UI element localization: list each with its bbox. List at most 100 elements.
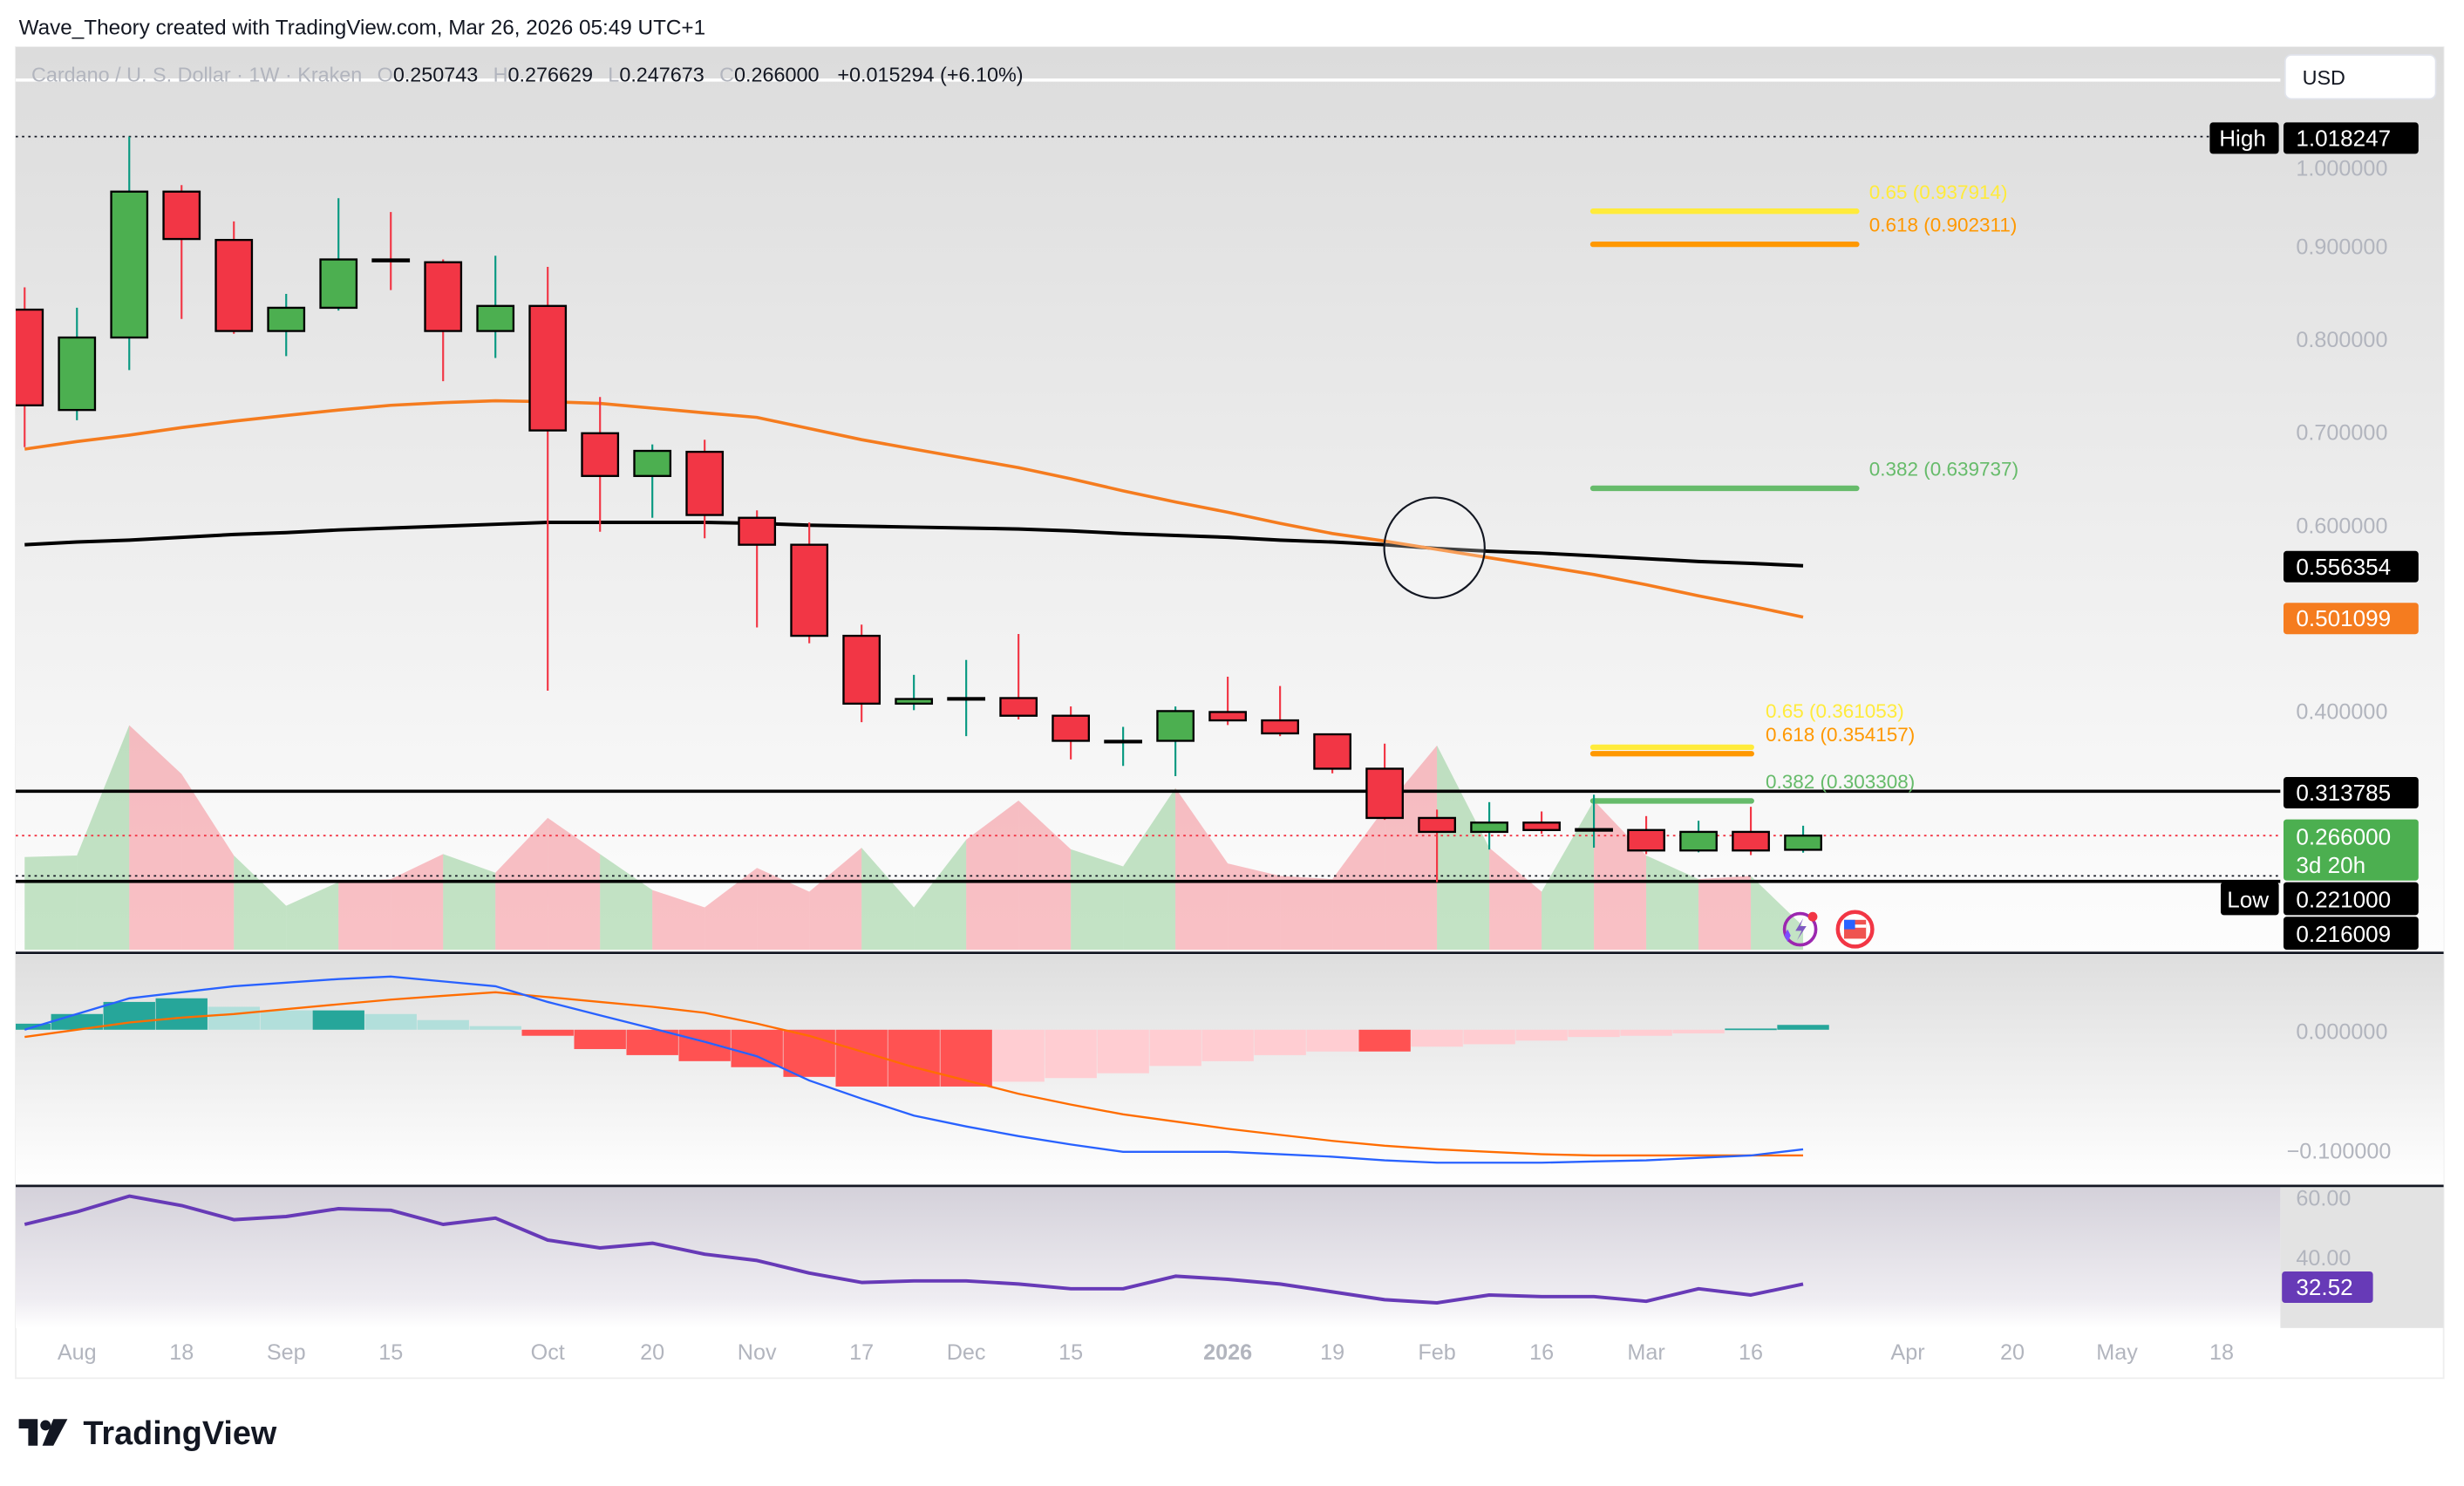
candle[interactable] xyxy=(58,307,97,420)
candle[interactable] xyxy=(581,397,620,532)
time-axis-label: 18 xyxy=(2209,1340,2234,1365)
trend-area-segment xyxy=(1698,876,1752,950)
candle-body xyxy=(528,304,568,432)
macd-histogram-bar xyxy=(1725,1028,1777,1031)
candle[interactable] xyxy=(1470,801,1508,850)
price-axis[interactable]: 1.000000 0.900000 0.800000 0.700000 0.600000… xyxy=(2296,157,2387,725)
candle-body xyxy=(1470,821,1508,834)
time-axis-label: 15 xyxy=(1058,1340,1083,1365)
macd-axis-tick: −0.100000 xyxy=(2287,1139,2392,1163)
candle[interactable] xyxy=(1104,726,1143,767)
candle[interactable] xyxy=(738,510,777,628)
time-axis-label: May xyxy=(2096,1340,2138,1365)
candle[interactable] xyxy=(1679,821,1718,853)
candle[interactable] xyxy=(1365,743,1404,821)
trend-area-segment xyxy=(1332,808,1385,950)
time-axis-label: 20 xyxy=(2000,1340,2025,1365)
candle[interactable] xyxy=(895,674,934,711)
time-axis-label: Apr xyxy=(1890,1340,1924,1365)
time-axis[interactable]: Aug 18 Sep 15 Oct 20 Nov 17 Dec 15 2026 19 Feb 16 Mar 1… xyxy=(58,1340,2234,1365)
us-flag-event-icon[interactable] xyxy=(1835,910,1875,949)
candle[interactable] xyxy=(1313,733,1351,774)
time-axis-label: Aug xyxy=(58,1340,97,1365)
candle[interactable] xyxy=(1732,807,1770,855)
trend-area-segment xyxy=(548,817,601,950)
main-pane[interactable] xyxy=(16,46,2444,953)
candle[interactable] xyxy=(1784,825,1822,853)
fib-level-label: 0.618 (0.354157) xyxy=(1766,724,1915,746)
candle-body xyxy=(633,449,672,477)
candle-body xyxy=(371,258,411,262)
fib-level-label: 0.65 (0.937914) xyxy=(1869,181,2008,203)
candle[interactable] xyxy=(1156,706,1195,776)
trend-area-segment xyxy=(652,890,705,950)
candle[interactable] xyxy=(214,221,254,334)
price-axis-tick: 1.000000 xyxy=(2296,157,2387,181)
candle[interactable] xyxy=(267,293,306,357)
candle[interactable] xyxy=(424,259,463,382)
candle[interactable] xyxy=(476,256,515,358)
low-label: L xyxy=(608,64,619,86)
time-axis-label: Oct xyxy=(531,1340,565,1365)
price-axis-tick: 0.900000 xyxy=(2296,235,2387,260)
candle[interactable] xyxy=(633,444,672,518)
low-value-label: 0.221000 xyxy=(2296,886,2391,912)
macd-histogram-bar xyxy=(574,1029,626,1049)
macd-histogram-bar xyxy=(1777,1025,1829,1030)
candle[interactable] xyxy=(528,267,568,691)
candle[interactable] xyxy=(1522,811,1561,835)
candle[interactable] xyxy=(790,522,829,644)
price-axis-tick: 0.700000 xyxy=(2296,421,2387,446)
candle[interactable] xyxy=(319,198,358,311)
candle[interactable] xyxy=(1208,676,1247,726)
candle-body xyxy=(1208,711,1247,722)
time-axis-label: 19 xyxy=(1320,1340,1344,1365)
candle-body xyxy=(214,238,254,332)
resistance-price-label: 0.313785 xyxy=(2283,776,2419,808)
macd-pane[interactable] xyxy=(16,954,2444,1185)
change-value: +0.015294 (+6.10%) xyxy=(837,64,1023,86)
macd-signal-line[interactable] xyxy=(24,991,1804,1157)
candle[interactable] xyxy=(1052,706,1091,760)
currency-button[interactable]: USD xyxy=(2284,54,2437,100)
rsi-axis-tick: 60.00 xyxy=(2296,1186,2351,1210)
trend-area-segment xyxy=(1751,876,1804,950)
ma-slow-line[interactable] xyxy=(24,521,1804,568)
candle[interactable] xyxy=(7,287,44,447)
candle[interactable] xyxy=(1261,685,1299,737)
lightning-event-icon[interactable] xyxy=(1782,911,1818,947)
candle-body xyxy=(581,432,620,477)
candle[interactable] xyxy=(842,624,881,723)
macd-histogram-bar xyxy=(1358,1029,1411,1052)
candle-body xyxy=(16,308,44,406)
candle-body xyxy=(319,258,358,310)
candle-body xyxy=(895,698,934,706)
macd-histogram-bar xyxy=(1411,1029,1463,1047)
macd-line[interactable] xyxy=(24,975,1804,1164)
candle-body xyxy=(1313,733,1351,770)
candle[interactable] xyxy=(999,633,1038,719)
candle[interactable] xyxy=(1627,815,1665,855)
candle[interactable] xyxy=(947,659,986,737)
candle[interactable] xyxy=(1418,809,1456,883)
candle[interactable] xyxy=(1575,794,1613,849)
candle[interactable] xyxy=(371,212,411,290)
candle[interactable] xyxy=(110,136,149,371)
symbol-legend[interactable]: Cardano / U. S. Dollar · 1W · Kraken O0.… xyxy=(31,64,1024,86)
trend-area-segment xyxy=(966,801,1019,950)
candle[interactable] xyxy=(685,440,725,539)
trend-area-segment xyxy=(1489,848,1542,950)
candle-body xyxy=(58,336,97,412)
ma-fast-line[interactable] xyxy=(24,399,1804,619)
trend-area-segment xyxy=(129,725,182,950)
trend-area-segment xyxy=(809,848,862,950)
rsi-line[interactable] xyxy=(24,1194,1804,1305)
main-plot xyxy=(7,135,2281,950)
candle-body xyxy=(842,634,881,706)
price-axis-tick: 0.600000 xyxy=(2296,514,2387,538)
time-axis-label: Sep xyxy=(267,1340,306,1365)
rsi-axis-bg xyxy=(2280,1186,2444,1328)
macd-histogram-bar xyxy=(678,1029,731,1061)
macd-histogram-bar xyxy=(1097,1029,1149,1074)
candle[interactable] xyxy=(162,185,201,319)
